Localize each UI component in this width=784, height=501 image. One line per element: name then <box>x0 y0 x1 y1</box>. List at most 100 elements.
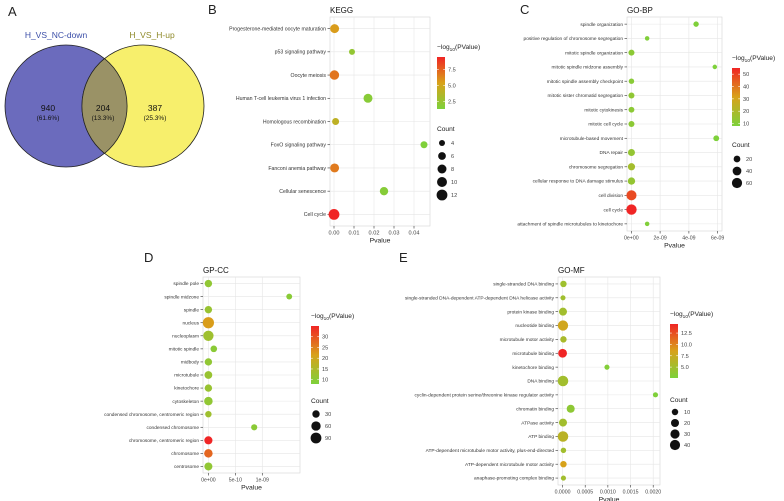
data-point <box>420 141 428 149</box>
data-point <box>628 78 635 84</box>
data-point <box>332 118 340 125</box>
chart-title: GP-CC <box>203 266 229 275</box>
x-tick-label: 0.01 <box>349 231 360 237</box>
data-point <box>627 163 636 171</box>
color-legend-title: −log10(PValue) <box>437 44 480 53</box>
size-legend-dot <box>436 189 448 201</box>
venn-left-label: H_VS_NC-down <box>25 30 88 40</box>
size-legend-title: Count <box>437 126 455 133</box>
term-label: cytoskeleton <box>172 399 199 405</box>
data-point <box>628 106 635 113</box>
venn-overlap <box>81 58 128 154</box>
term-label: mitotic spindle assembly checkpoint <box>547 79 624 85</box>
term-label: chromatin binding <box>516 406 554 412</box>
data-point <box>348 48 356 55</box>
size-legend-label: 20 <box>746 157 752 163</box>
data-point <box>204 358 213 366</box>
x-axis-label: Pvalue <box>599 497 620 501</box>
size-legend-label: 4 <box>451 141 454 147</box>
term-label: DNA binding <box>527 379 554 385</box>
panel-a: A H_VS_NC-down H_VS_H-up 940 (61.6%) 204… <box>4 4 205 168</box>
term-label: Fanconi anemia pathway <box>268 166 326 172</box>
chart-title: GO-BP <box>627 6 653 15</box>
term-label: mitotic spindle organization <box>565 50 623 56</box>
data-point <box>627 177 636 185</box>
term-label: ATP-dependent microtubule motor activity… <box>426 448 555 454</box>
color-legend-title: −log10(PValue) <box>670 311 713 320</box>
data-point <box>560 280 567 288</box>
color-legend-title: −log10(PValue) <box>732 55 775 64</box>
term-label: microtubule-based movement <box>560 136 624 142</box>
data-point <box>566 404 575 413</box>
data-point <box>558 348 567 358</box>
term-label: mitotic spindle midzone assembly <box>552 65 624 71</box>
colorbar-tick-label: 50 <box>743 72 749 78</box>
data-point <box>204 462 213 471</box>
term-label: DNA repair <box>600 150 624 156</box>
term-label: mitotic cytokinesis <box>584 107 623 113</box>
x-tick-label: 2e-09 <box>653 236 666 242</box>
size-legend-label: 40 <box>684 443 690 449</box>
x-tick-label: 0.04 <box>409 231 420 237</box>
term-label: kinetochore binding <box>512 365 554 371</box>
colorbar <box>732 68 740 126</box>
colorbar-tick-label: 30 <box>322 335 328 341</box>
term-label: Progesterone-mediated oocyte maturation <box>229 26 326 32</box>
panel-letter-c: C <box>520 2 529 17</box>
term-label: anaphase-promoting complex binding <box>474 476 554 482</box>
term-label: Human T-cell leukemia virus 1 infection <box>236 96 326 102</box>
term-label: condensed chromosome <box>146 425 199 431</box>
x-tick-label: 0e+00 <box>201 478 216 484</box>
color-legend-title-rest: (PValue) <box>750 55 775 62</box>
term-label: single-stranded DNA binding <box>493 282 554 288</box>
color-legend-title: −log10(PValue) <box>311 313 354 322</box>
size-legend-dot <box>437 177 447 187</box>
size-legend-label: 30 <box>684 432 690 438</box>
chart-title: GO-MF <box>558 266 585 275</box>
chart-title: KEGG <box>330 6 353 15</box>
term-label: nucleotide binding <box>515 323 554 329</box>
term-label: cellular response to DNA damage stimulus <box>533 179 624 185</box>
data-point <box>560 460 567 468</box>
data-point <box>379 186 389 196</box>
venn-overlap-count: 204 <box>96 103 110 113</box>
term-label: attachment of spindle microtubules to ki… <box>517 222 623 228</box>
size-legend-label: 8 <box>451 167 454 173</box>
data-point <box>644 221 650 227</box>
term-label: mitotic spindle <box>169 347 200 353</box>
term-label: single-stranded DNA-dependent ATP-depend… <box>405 295 555 301</box>
color-legend-title-sub: 10 <box>324 316 330 322</box>
colorbar-tick-label: 7.5 <box>448 68 456 74</box>
data-point <box>204 449 213 458</box>
colorbar-tick-label: 2.5 <box>448 99 456 105</box>
x-tick-label: 0.0005 <box>577 490 593 496</box>
size-legend-label: 10 <box>684 410 690 416</box>
x-tick-label: 1e-09 <box>256 478 269 484</box>
size-legend-dot <box>669 439 681 451</box>
color-legend-title-base: −log <box>670 311 683 318</box>
size-legend-label: 60 <box>325 424 331 430</box>
data-point <box>204 279 213 288</box>
term-label: p53 signaling pathway <box>275 50 327 56</box>
size-legend-dot <box>732 166 742 176</box>
colorbar-tick-label: 30 <box>743 97 749 103</box>
x-tick-label: 4e-09 <box>682 236 695 242</box>
size-legend-dot <box>310 432 322 444</box>
data-point <box>558 307 567 316</box>
data-point <box>330 24 340 34</box>
data-point <box>652 392 659 398</box>
data-point <box>628 92 635 99</box>
venn-right-label: H_VS_H-up <box>129 30 175 40</box>
term-label: positive regulation of chromosome segreg… <box>524 36 624 42</box>
size-legend-label: 40 <box>746 169 752 175</box>
colorbar-tick-label: 15 <box>322 367 328 373</box>
data-point <box>626 190 637 201</box>
venn-overlap-percent: (13.3%) <box>92 115 115 122</box>
colorbar-tick-label: 5.0 <box>681 365 689 371</box>
color-legend-title-base: −log <box>437 44 450 51</box>
term-label: ATP binding <box>528 434 554 440</box>
color-legend-title-sub: 10 <box>745 58 751 64</box>
panel-letter-e: E <box>399 250 408 265</box>
data-point <box>560 336 567 343</box>
